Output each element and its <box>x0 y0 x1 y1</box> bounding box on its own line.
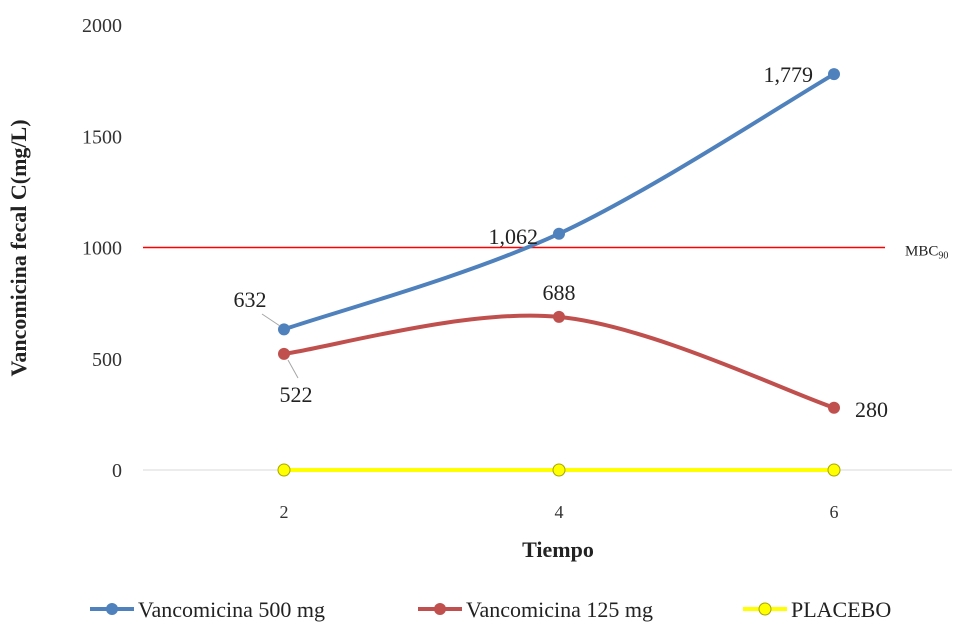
series-3-point <box>277 463 291 477</box>
leader-line <box>287 359 299 379</box>
y-tick-label: 1500 <box>82 126 122 148</box>
axes: 0 500 1000 1500 2000 2 4 6 <box>82 15 952 522</box>
series-line-2 <box>282 313 836 410</box>
series-1-point <box>828 68 840 81</box>
mbc90-label: MBC90 <box>905 244 948 262</box>
series-1-point <box>278 323 290 336</box>
legend-label: PLACEBO <box>791 597 891 622</box>
leader-line <box>261 313 281 327</box>
series-3-point <box>827 463 841 477</box>
series-2-point <box>278 347 290 360</box>
x-tick-label: 6 <box>830 502 839 522</box>
legend-label: Vancomicina 500 mg <box>138 597 325 622</box>
data-label: 522 <box>280 382 313 407</box>
series-3-point <box>552 463 566 477</box>
reference-line-group: MBC90 <box>143 244 948 262</box>
x-tick-label: 4 <box>555 502 564 522</box>
y-axis-title: Vancomicina fecal C(mg/L) <box>6 119 31 376</box>
y-tick-label: 1000 <box>82 238 122 260</box>
legend-swatch-marker <box>106 603 118 615</box>
legend: Vancomicina 500 mg Vancomicina 125 mg PLAC… <box>90 597 891 622</box>
data-label: 632 <box>234 287 267 312</box>
data-label: 688 <box>543 280 576 305</box>
data-label: 1,062 <box>489 224 539 249</box>
data-labels: 632 1,062 1,779 522 688 280 <box>234 62 889 422</box>
legend-swatch-marker <box>758 602 772 616</box>
series-2-point <box>828 401 840 414</box>
data-label: 280 <box>855 397 888 422</box>
series-group <box>277 68 841 477</box>
series-1-point <box>553 227 565 240</box>
y-tick-label: 0 <box>112 460 122 482</box>
y-tick-label: 2000 <box>82 15 122 37</box>
x-tick-label: 2 <box>280 502 289 522</box>
legend-swatch-marker <box>434 603 446 615</box>
x-axis-title: Tiempo <box>522 537 594 562</box>
y-tick-label: 500 <box>92 349 122 371</box>
series-2-point <box>553 310 565 323</box>
data-label: 1,779 <box>764 62 814 87</box>
legend-label: Vancomicina 125 mg <box>466 597 653 622</box>
